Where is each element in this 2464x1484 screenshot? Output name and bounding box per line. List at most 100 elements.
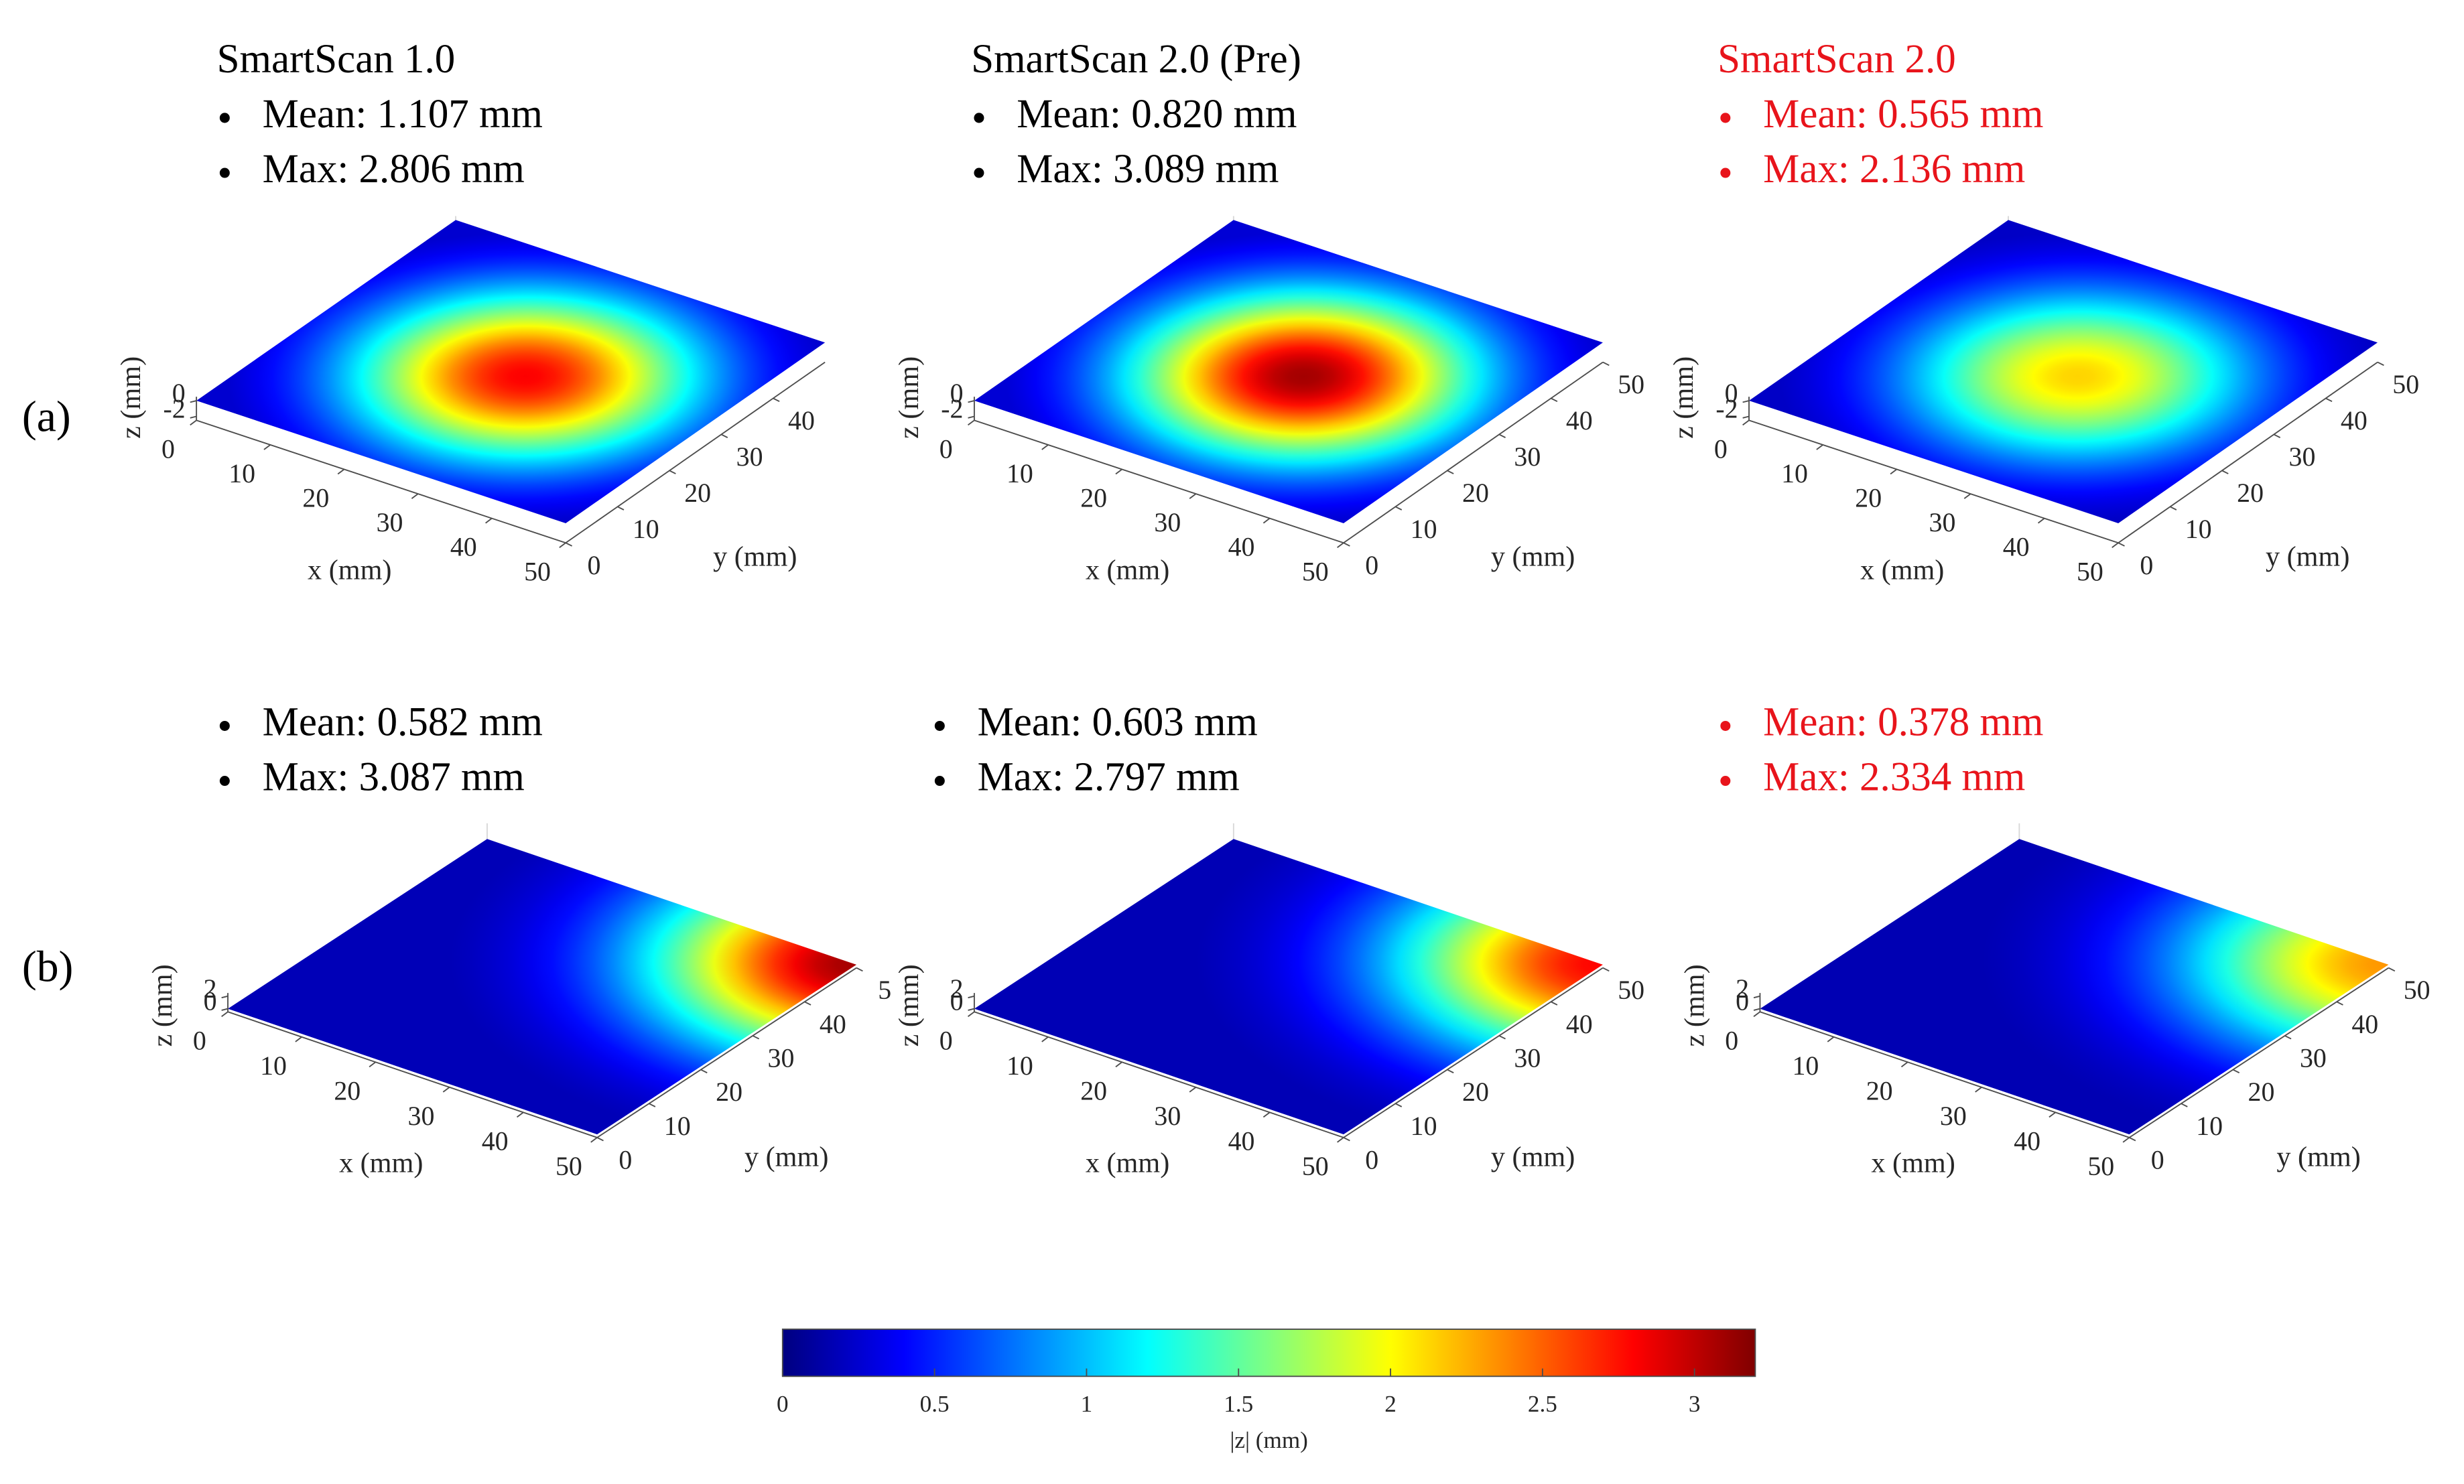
y-axis-label: y (mm) [2276, 1141, 2360, 1172]
y-tick-label: 0 [587, 550, 600, 580]
y-tick-label: 20 [684, 478, 711, 508]
y-tick [752, 1035, 760, 1040]
y-tick-label: 10 [633, 514, 659, 544]
bullet [219, 167, 230, 178]
z-axis-label: z (mm) [893, 964, 925, 1047]
y-tick [2325, 397, 2333, 403]
x-tick [1041, 444, 1049, 450]
x-tick [1337, 542, 1344, 549]
y-tick [565, 542, 573, 547]
x-tick-label: 20 [1080, 1075, 1107, 1105]
z-tick [221, 995, 229, 999]
stat-label: Max: 3.089 mm [1017, 147, 1279, 192]
y-tick [1602, 361, 1610, 366]
y-axis-label: y (mm) [1491, 1141, 1575, 1172]
y-axis [596, 967, 857, 1138]
y-tick [1498, 1035, 1506, 1040]
x-axis [974, 419, 1344, 544]
y-tick [2170, 506, 2177, 511]
y-tick [2232, 1069, 2240, 1074]
z-tick [968, 400, 975, 403]
x-axis-label: x (mm) [1871, 1148, 1955, 1179]
z-tick-label: 2 [950, 973, 964, 1004]
x-tick-label: 40 [2003, 532, 2030, 562]
stat-label: Mean: 0.603 mm [978, 699, 1258, 744]
x-tick-label: 50 [2077, 556, 2103, 586]
y-tick-label: 50 [1618, 369, 1644, 399]
x-tick-label: 20 [1855, 483, 1882, 513]
z-tick-label: 0 [950, 378, 964, 408]
y-tick [596, 1137, 604, 1142]
stat-label: Max: 2.136 mm [1763, 147, 2025, 192]
z-axis-label: z (mm) [1679, 964, 1710, 1047]
x-tick-label: 50 [556, 1151, 582, 1181]
x-tick-label: 0 [1714, 433, 1728, 464]
x-tick-label: 40 [450, 532, 477, 562]
y-tick-label: 40 [788, 405, 815, 435]
bullet [1720, 776, 1731, 787]
y-axis [2128, 967, 2389, 1138]
x-tick [190, 419, 197, 426]
y-tick [1447, 470, 1454, 474]
x-axis [1760, 1011, 2130, 1138]
y-tick-label: 50 [1618, 975, 1644, 1005]
y-tick-label: 40 [1566, 1009, 1593, 1039]
z-axis-label: z (mm) [893, 356, 925, 439]
y-tick-label: 10 [1411, 514, 1437, 544]
colorbar-tick-label: 3 [1689, 1391, 1701, 1417]
y-tick [2336, 1001, 2343, 1006]
x-tick [1900, 1061, 1908, 1068]
panel-title: SmartScan 2.0 (Pre) [971, 37, 1301, 82]
y-axis [1343, 361, 1604, 544]
z-tick-label: -2 [163, 394, 185, 424]
y-tick [1343, 1137, 1350, 1142]
bullet [934, 776, 945, 787]
stat-label: Mean: 0.582 mm [263, 699, 543, 744]
z-tick-label: 2 [204, 973, 217, 1004]
y-tick [617, 506, 625, 511]
x-tick-label: 30 [1929, 507, 1956, 537]
x-tick-label: 10 [1793, 1051, 1819, 1081]
z-tick [190, 415, 197, 419]
x-axis-label: x (mm) [339, 1148, 423, 1179]
x-tick [1262, 1111, 1271, 1118]
y-tick-label: 20 [2237, 478, 2264, 508]
x-tick-label: 0 [193, 1025, 206, 1055]
surface [196, 220, 826, 523]
x-tick-label: 30 [1154, 507, 1181, 537]
y-tick [1343, 542, 1350, 547]
z-tick [1742, 415, 1750, 419]
y-tick-label: 10 [2196, 1111, 2223, 1141]
y-tick [1395, 1103, 1403, 1107]
y-tick-label: 5 [878, 975, 891, 1005]
surface [1760, 839, 2389, 1135]
z-tick [1742, 400, 1750, 403]
z-tick [221, 1008, 229, 1011]
x-axis [227, 1011, 598, 1138]
x-tick [2122, 1137, 2130, 1143]
x-tick-label: 40 [482, 1126, 509, 1156]
x-tick-label: 0 [939, 433, 953, 464]
x-tick-label: 10 [1007, 458, 1033, 488]
z-tick-label: 2 [1736, 973, 1749, 1004]
x-tick-label: 20 [302, 483, 329, 513]
y-tick [856, 967, 863, 972]
x-tick-label: 30 [1154, 1101, 1181, 1131]
x-tick [967, 419, 975, 426]
y-axis-label: y (mm) [2266, 541, 2349, 573]
x-tick-label: 50 [1302, 556, 1329, 586]
surface [974, 220, 1603, 523]
stat-label: Max: 2.334 mm [1763, 755, 2025, 800]
z-tick-label: -2 [941, 394, 963, 424]
y-tick-label: 10 [1411, 1111, 1437, 1141]
z-axis-label: z (mm) [1668, 356, 1699, 439]
x-tick [1816, 444, 1823, 450]
y-tick-label: 30 [1514, 442, 1541, 472]
y-tick-label: 30 [2289, 442, 2316, 472]
colorbar-tick-label: 0.5 [920, 1391, 950, 1417]
z-tick [968, 995, 975, 999]
y-tick-label: 0 [1365, 1145, 1378, 1175]
x-tick [1189, 1087, 1197, 1093]
bullet [219, 776, 230, 787]
x-tick [1827, 1036, 1835, 1042]
